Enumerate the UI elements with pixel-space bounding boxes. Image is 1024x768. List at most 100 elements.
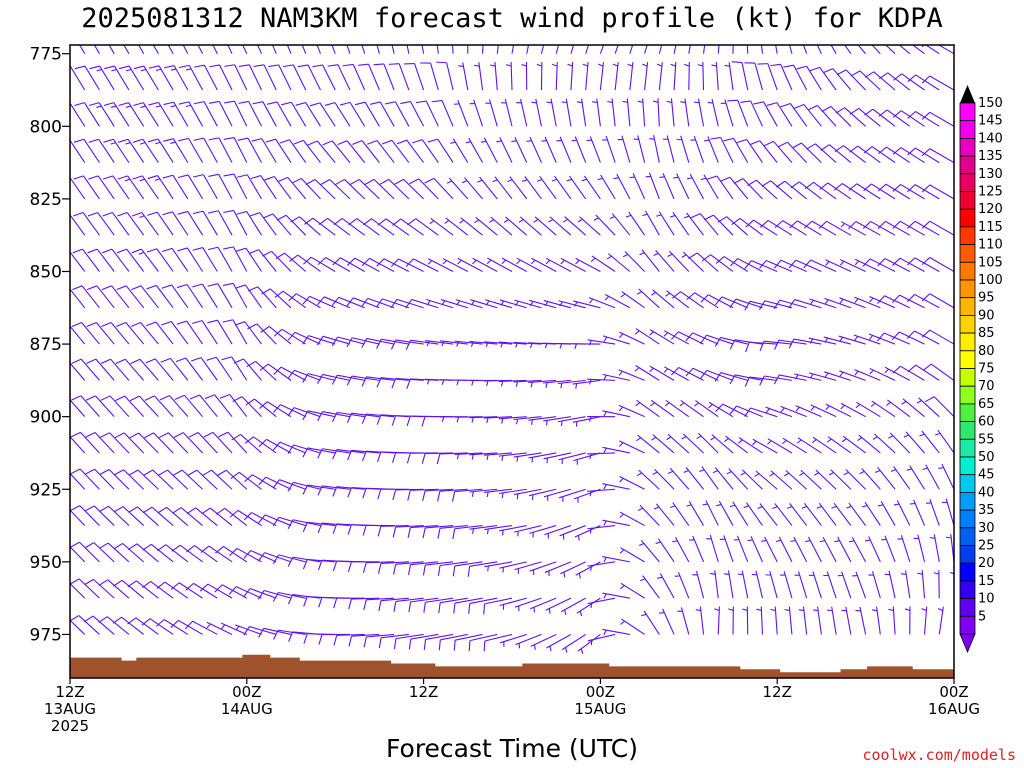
barb-staff [893,466,911,490]
barb-flag [907,74,917,83]
wind-barb [72,285,100,309]
barb-flag [437,528,441,539]
barb-staff [953,631,954,635]
barb-staff [929,184,954,200]
wind-barb [262,250,292,272]
barb-staff [725,435,749,454]
barb-staff [659,573,675,599]
wind-barb [72,212,100,236]
barb-staff [186,247,204,272]
barb-staff [706,369,734,381]
barb-flag [130,321,141,328]
wind-barb [114,432,145,454]
wind-barb [277,176,307,200]
barb-staff [871,45,881,55]
barb-staff [70,88,71,91]
barb-flag [84,542,95,549]
barb-staff [439,525,468,529]
barb-staff [697,432,719,454]
barb-staff [605,135,616,163]
barb-half-flag [742,608,748,611]
barb-staff [899,257,925,272]
wind-barb [70,234,71,236]
wind-barb [446,177,469,200]
barb-flag [249,212,260,217]
barb-staff [70,546,86,563]
wind-barb [530,597,557,613]
barb-staff [530,633,557,647]
barb-staff [629,62,634,91]
wind-barb [234,321,262,345]
barb-half-flag [708,403,713,409]
wind-barb [588,297,616,309]
barb-staff [670,98,675,127]
wind-barb [116,248,145,272]
wind-barb [719,535,734,563]
barb-staff [280,366,306,381]
wind-barb [844,45,852,55]
barb-flag [363,599,367,611]
barb-flag [192,210,204,215]
wind-barb [272,441,306,454]
wind-barb [765,406,793,418]
barb-flag [85,468,95,475]
barb-staff [728,468,749,490]
wind-barb [489,216,513,236]
barb-flag [761,180,771,187]
barb-staff [529,299,557,309]
wind-barb [162,174,189,200]
barb-staff [830,106,852,127]
barb-staff [314,179,336,200]
barb-staff [323,296,351,309]
barb-flag [56,578,65,583]
wind-barb [843,469,866,490]
wind-barb [84,578,115,599]
barb-staff [585,45,590,54]
barb-flag [176,283,188,289]
barb-staff [803,502,822,526]
barb-flag [922,363,932,371]
wind-barb [529,525,557,538]
wind-barb [530,633,557,650]
barb-flag [317,522,323,533]
barb-flag [788,259,797,269]
barb-staff [716,175,734,200]
barb-flag [117,175,128,180]
barb-flag [243,588,251,598]
wind-barb [950,571,954,599]
barb-staff [349,102,366,127]
barb-flag [731,217,741,226]
wind-barb [346,45,351,54]
barb-staff [218,174,233,200]
wind-barb [906,465,925,490]
barb-half-flag [712,470,719,474]
wind-barb [408,633,439,650]
barb-flag [361,413,367,424]
barb-flag [102,212,113,217]
wind-barb [155,619,189,635]
barb-staff [702,45,706,54]
wind-barb [170,582,203,599]
barb-staff [251,512,277,527]
barb-flag [331,374,338,385]
barb-staff [199,394,218,418]
y-tick-label: 775 [30,45,62,65]
barb-half-flag [809,373,814,379]
barb-flag [113,506,124,513]
colorbar-label: 125 [978,185,1003,200]
wind-barb [498,416,527,424]
barb-flag [144,432,154,439]
barb-half-flag [548,218,554,223]
barb-half-flag [603,484,607,490]
barb-flag [921,293,931,302]
barb-flag [406,453,411,464]
barb-staff [184,394,204,418]
barb-staff [439,488,468,492]
wind-barb [219,393,248,418]
barb-staff [635,365,660,381]
wind-barb [684,62,690,91]
wind-barb [849,145,881,164]
barb-flag [714,296,723,306]
barb-half-flag [516,456,519,462]
barb-flag [736,138,747,144]
